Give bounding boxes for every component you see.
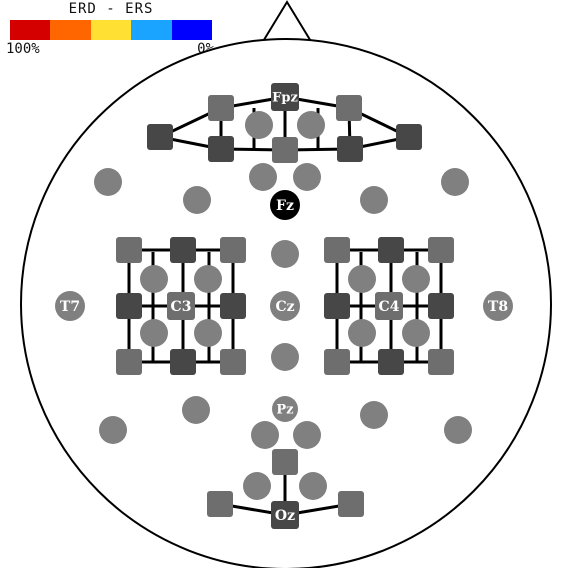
square-electrode: [428, 237, 454, 263]
electrode-c4-label: C4: [379, 299, 400, 315]
electrode-dot: [402, 319, 430, 347]
electrode-oz-square: [271, 501, 299, 529]
square-electrode: [378, 349, 404, 375]
legend-swatch-blue: [171, 20, 213, 40]
labeled-electrodes: Fpz Fz Cz Pz Oz C3 C4 T7 T8: [55, 83, 513, 529]
electrode-t8-label: T8: [488, 299, 508, 315]
square-electrode: [338, 491, 364, 517]
square-electrode: [170, 237, 196, 263]
electrode-dot: [360, 401, 388, 429]
square-electrode: [170, 349, 196, 375]
electrode-dot: [271, 343, 299, 371]
electrode-c3: C3: [167, 292, 195, 320]
electrode-dot: [348, 265, 376, 293]
electrode-dot: [293, 421, 321, 449]
square-electrodes: [116, 95, 454, 517]
electrode-fpz: Fpz: [271, 83, 299, 111]
legend-min-label: 100%: [6, 41, 40, 57]
square-electrode: [220, 293, 246, 319]
erd-ers-legend: ERD - ERS 100% 0%: [6, 0, 214, 58]
electrode-t7-label: T7: [60, 299, 80, 315]
square-electrode: [220, 237, 246, 263]
electrode-t7-dot: [55, 291, 85, 321]
legend-title: ERD - ERS: [68, 1, 154, 17]
electrode-dot: [140, 319, 168, 347]
electrode-dot: [140, 265, 168, 293]
electrode-dot: [243, 472, 271, 500]
electrode-cz: Cz: [270, 291, 300, 321]
electrode-dot: [402, 265, 430, 293]
square-electrode: [147, 124, 173, 150]
electrode-oz-label: Oz: [275, 508, 295, 524]
electrode-dot: [251, 421, 279, 449]
square-electrode: [324, 349, 350, 375]
electrode-cz-dot: [270, 291, 300, 321]
electrode-dot: [99, 416, 127, 444]
legend-swatch-yellow: [90, 20, 132, 40]
square-electrode: [396, 124, 422, 150]
plain-electrodes: [94, 111, 472, 500]
square-electrode: [116, 237, 142, 263]
electrode-t8-dot: [483, 291, 513, 321]
square-electrode: [208, 136, 234, 162]
electrode-t8: T8: [483, 291, 513, 321]
electrode-c4-square: [375, 292, 403, 320]
electrode-dot: [293, 163, 321, 191]
legend-swatch-red: [10, 20, 51, 40]
electrode-dot: [194, 319, 222, 347]
square-electrode: [208, 95, 234, 121]
electrode-pz-label: Pz: [276, 403, 293, 418]
electrode-cz-label: Cz: [275, 299, 294, 315]
electrode-fz-dot: [270, 190, 300, 220]
electrode-dot: [245, 111, 273, 139]
electrode-c3-square: [167, 292, 195, 320]
square-electrode: [324, 293, 350, 319]
electrode-dot: [441, 168, 469, 196]
electrode-fpz-label: Fpz: [272, 91, 298, 106]
square-electrode: [207, 491, 233, 517]
square-electrode: [428, 293, 454, 319]
electrode-dot: [182, 396, 210, 424]
legend-swatch-light-blue: [131, 20, 172, 40]
square-electrode: [428, 349, 454, 375]
electrode-dot: [94, 168, 122, 196]
electrode-dot: [271, 240, 299, 268]
electrode-fz: Fz: [270, 190, 300, 220]
square-electrode: [116, 349, 142, 375]
electrode-pz-dot: [272, 396, 298, 422]
square-electrode: [272, 449, 298, 475]
electrode-oz: Oz: [271, 501, 299, 529]
electrode-dot: [348, 319, 376, 347]
electrode-dot: [360, 186, 388, 214]
electrode-pz: Pz: [272, 396, 298, 422]
electrode-dot: [183, 186, 211, 214]
legend-color-bar: [10, 20, 213, 40]
square-electrode: [378, 237, 404, 263]
square-electrode: [324, 237, 350, 263]
electrode-dot: [444, 416, 472, 444]
electrode-dot: [297, 111, 325, 139]
electrode-dot: [194, 265, 222, 293]
electrode-c3-label: C3: [171, 299, 192, 315]
legend-swatch-orange: [50, 20, 91, 40]
electrode-fz-label: Fz: [276, 198, 294, 214]
square-electrode: [337, 136, 363, 162]
electrode-c4: C4: [375, 292, 403, 320]
electrode-t7: T7: [55, 291, 85, 321]
electrode-dot: [299, 472, 327, 500]
electrode-dot: [249, 163, 277, 191]
square-electrode: [272, 137, 298, 163]
square-electrode: [116, 293, 142, 319]
electrode-fpz-square: [271, 83, 299, 111]
square-electrode: [220, 349, 246, 375]
square-electrode: [336, 95, 362, 121]
